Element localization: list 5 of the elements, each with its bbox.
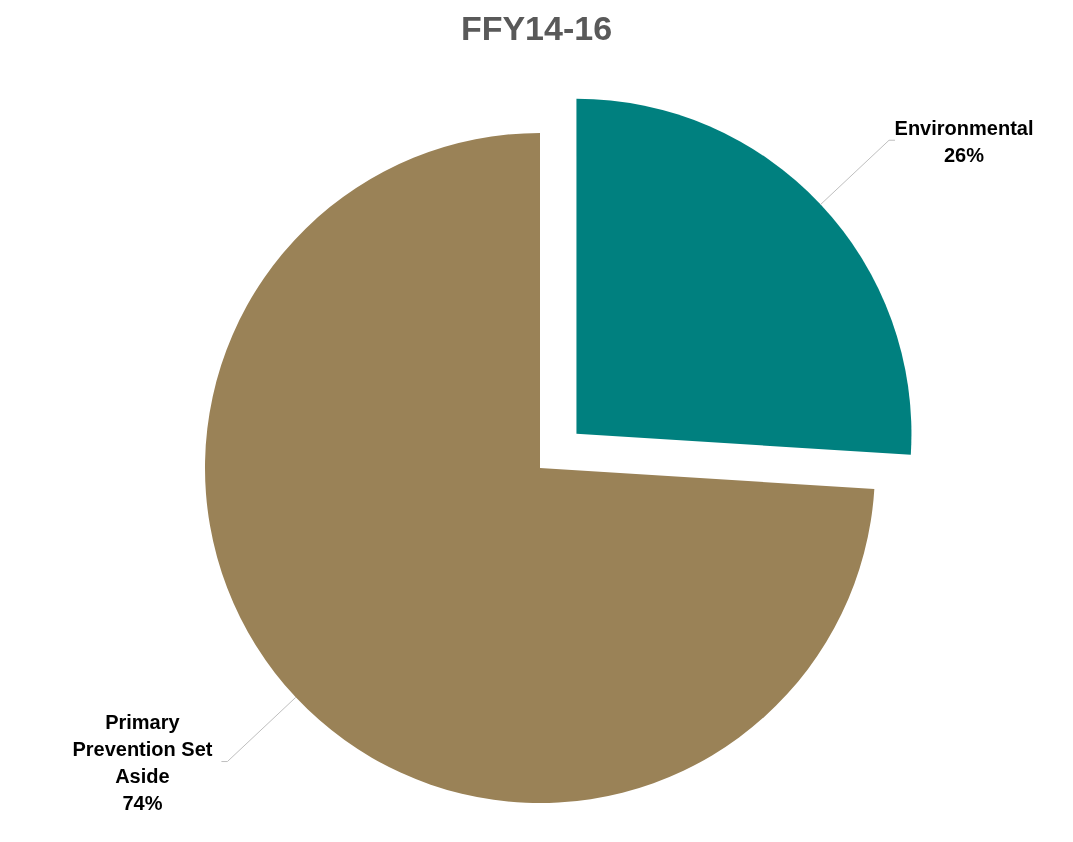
slice-label: Environmental bbox=[894, 116, 1034, 139]
slice-label: Primary Prevention Set Aside bbox=[72, 711, 213, 788]
data-label: 26% bbox=[944, 143, 985, 166]
data-label: 74% bbox=[122, 792, 163, 815]
chart-title: FFY14-16 bbox=[460, 9, 613, 47]
